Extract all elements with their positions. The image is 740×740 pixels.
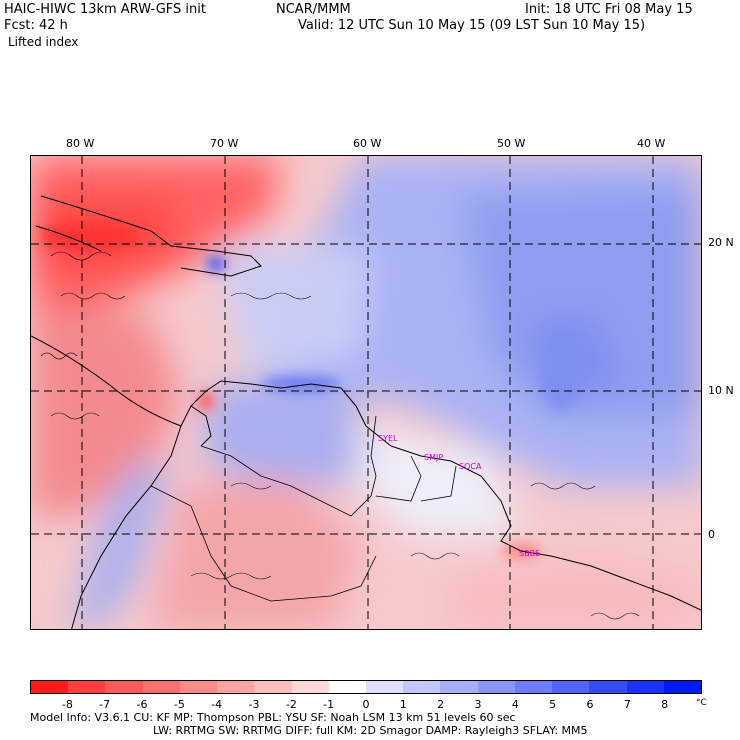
colorbar-label: 5	[549, 698, 557, 711]
colorbar-label: 0	[362, 698, 370, 711]
colorbar-unit: °C	[696, 698, 707, 708]
colorbar-label: -8	[61, 698, 73, 711]
colorbar-swatch	[589, 681, 627, 693]
colorbar-swatch	[552, 681, 590, 693]
colorbar-swatch	[31, 681, 69, 693]
colorbar-label: 7	[623, 698, 631, 711]
model-title: HAIC-HIWC 13km ARW-GFS init	[4, 2, 206, 17]
lat-label-0: 0	[708, 528, 715, 541]
colorbar-label: 8	[661, 698, 669, 711]
lon-label-50w: 50 W	[497, 137, 526, 150]
init-time: Init: 18 UTC Fri 08 May 15	[525, 2, 693, 17]
colorbar-swatch	[291, 681, 329, 693]
lon-label-80w: 80 W	[66, 137, 95, 150]
lon-label-70w: 70 W	[210, 137, 239, 150]
colorbar-label: -3	[248, 698, 260, 711]
colorbar-label: -7	[99, 698, 111, 711]
model-info-line1: Model Info: V3.6.1 CU: KF MP: Thompson P…	[30, 711, 516, 724]
colorbar-label: 3	[474, 698, 482, 711]
colorbar-swatch	[626, 681, 664, 693]
station-syel: SYEL	[378, 434, 398, 443]
graticule	[31, 156, 701, 629]
colorbar-label: 2	[437, 698, 445, 711]
station-sbbe: SBBE	[519, 549, 541, 558]
colorbar-swatch	[514, 681, 553, 693]
colorbar	[30, 680, 702, 694]
colorbar-swatch	[440, 681, 478, 693]
coastlines	[31, 195, 701, 629]
colorbar-swatch	[365, 681, 404, 693]
lon-label-40w: 40 W	[637, 137, 666, 150]
forecast-hour: Fcst: 42 h	[4, 18, 68, 33]
colorbar-label: -4	[211, 698, 223, 711]
colorbar-label: 6	[586, 698, 594, 711]
lon-label-60w: 60 W	[353, 137, 382, 150]
colorbar-swatch	[142, 681, 180, 693]
valid-time: Valid: 12 UTC Sun 10 May 15 (09 LST Sun …	[298, 18, 646, 33]
field-name: Lifted index	[8, 35, 79, 49]
colorbar-swatch	[403, 681, 441, 693]
colorbar-swatch	[663, 681, 701, 693]
lat-label-20n: 20 N	[708, 236, 734, 249]
station-smjp: SMJP	[424, 453, 444, 462]
colorbar-swatch	[477, 681, 515, 693]
colorbar-swatch	[68, 681, 106, 693]
colorbar-swatch	[328, 681, 366, 693]
borders	[150, 415, 457, 602]
colorbar-swatch	[254, 681, 292, 693]
organization: NCAR/MMM	[276, 2, 351, 17]
colorbar-label: -1	[323, 698, 335, 711]
colorbar-swatch	[105, 681, 143, 693]
colorbar-swatch	[217, 681, 255, 693]
li-contours	[40, 251, 640, 620]
station-soca: SOCA	[459, 462, 482, 471]
lat-label-10n: 10 N	[708, 384, 734, 397]
colorbar-swatch	[179, 681, 218, 693]
map-panel[interactable]: SYEL SMJP SOCA SBBE	[30, 155, 702, 630]
colorbar-label: -6	[136, 698, 148, 711]
colorbar-label: -5	[173, 698, 185, 711]
model-info-line2: LW: RRTMG SW: RRTMG DIFF: full KM: 2D Sm…	[153, 724, 588, 737]
map-svg	[31, 156, 701, 629]
colorbar-label: 4	[511, 698, 519, 711]
colorbar-label: 1	[399, 698, 407, 711]
colorbar-label: -2	[285, 698, 297, 711]
